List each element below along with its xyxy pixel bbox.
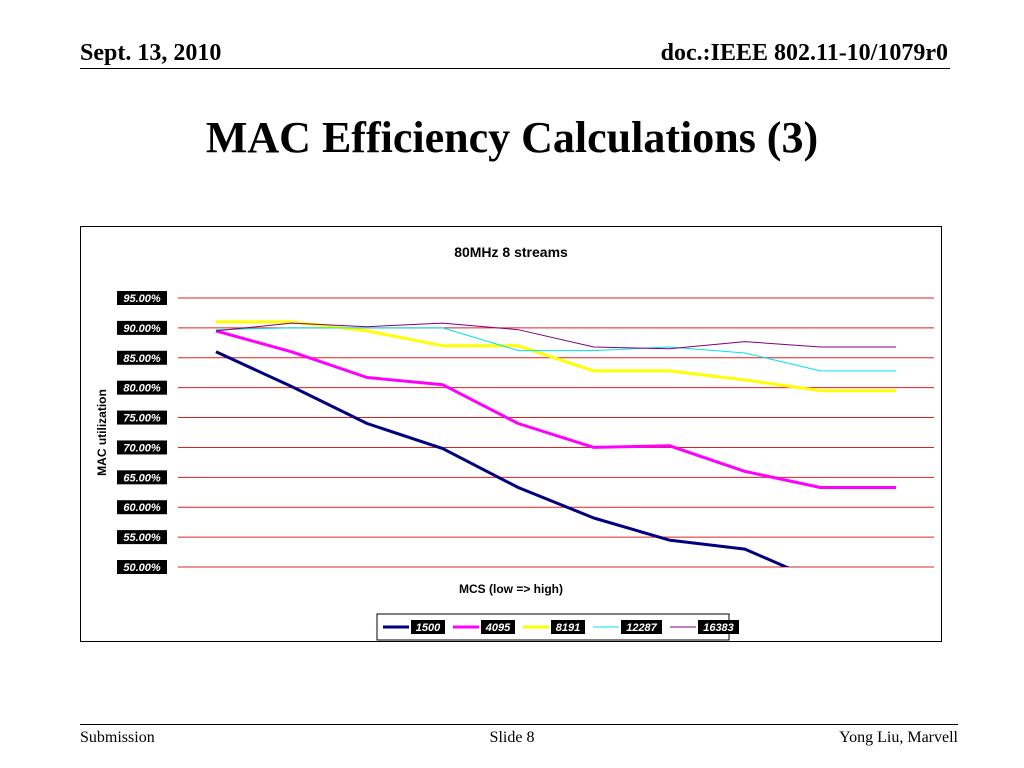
y-tick-label-bg [117, 291, 167, 305]
y-tick-label: 70.00% [123, 442, 161, 454]
y-tick-label-bg [117, 350, 167, 365]
y-tick-label-bg [117, 560, 167, 574]
legend-label-1500: 1500 [416, 622, 441, 634]
header-rule [80, 68, 950, 69]
legend-label-bg [411, 620, 445, 634]
legend-label-16383: 16383 [703, 622, 734, 634]
legend-label-bg [551, 620, 585, 634]
y-tick-label-bg [117, 410, 167, 425]
y-tick-label: 50.00% [123, 562, 161, 574]
legend-label-bg [481, 620, 515, 634]
legend-label-8191: 8191 [556, 622, 580, 634]
chart-title: 80MHz 8 streams [454, 244, 568, 260]
y-tick-label-bg [117, 380, 167, 395]
footer-rule [80, 724, 958, 725]
series-line-8191 [216, 320, 896, 393]
footer-slide-number: Slide 8 [489, 729, 535, 746]
y-tick-label: 55.00% [123, 532, 161, 544]
y-axis-label: MAC utilization [95, 389, 109, 476]
y-tick-label-bg [117, 500, 167, 515]
header-date: Sept. 13, 2010 [80, 40, 222, 66]
y-tick-label: 95.00% [123, 293, 161, 305]
series-line-1500 [215, 350, 790, 567]
legend-label-bg [698, 620, 739, 634]
series-line-4095 [215, 329, 896, 489]
y-tick-label: 75.00% [123, 413, 161, 425]
x-axis-label: MCS (low => high) [459, 582, 563, 596]
legend-label-12287: 12287 [626, 622, 657, 634]
y-tick-label-bg [117, 470, 167, 485]
series-line-16383 [215, 322, 896, 350]
y-tick-label: 90.00% [123, 323, 161, 335]
series-line-12287 [215, 327, 896, 372]
y-tick-label-bg [117, 530, 167, 545]
y-tick-label-bg [117, 320, 167, 335]
legend-label-bg [621, 620, 662, 634]
chart-frame: 80MHz 8 streams 95.00% 90.00% 85.00% 80.00% 7… [80, 226, 942, 642]
legend-label-4095: 4095 [485, 622, 511, 634]
y-tick-label-bg [117, 440, 167, 455]
y-tick-label: 80.00% [123, 383, 161, 395]
y-tick-label: 65.00% [123, 472, 161, 484]
slide-title: MAC Efficiency Calculations (3) [205, 113, 819, 162]
header-doc-id: doc.:IEEE 802.11-10/1079r0 [660, 40, 948, 66]
y-tick-label: 85.00% [123, 353, 161, 365]
line-chart: 80MHz 8 streams 95.00% 90.00% 85.00% 80.00% 7… [95, 244, 934, 641]
footer-author: Yong Liu, Marvell [839, 729, 958, 746]
y-tick-label: 60.00% [123, 502, 161, 514]
footer-submission: Submission [80, 729, 155, 746]
